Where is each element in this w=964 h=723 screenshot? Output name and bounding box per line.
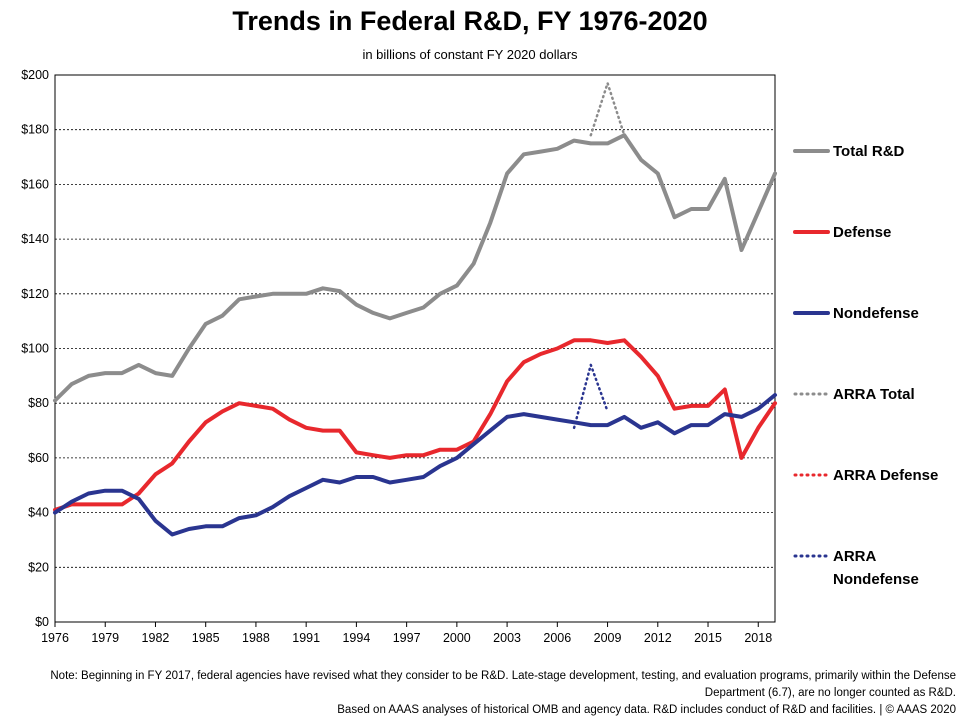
y-tick-label: $20 xyxy=(28,560,49,574)
x-tick-label: 1988 xyxy=(242,631,270,645)
series-line-defense xyxy=(53,338,777,512)
plot-border xyxy=(54,74,776,623)
footnote-source: Based on AAAS analyses of historical OMB… xyxy=(337,704,956,716)
legend-label-arra-total: ARRA Total xyxy=(833,386,915,403)
series-line-arra-nondefense xyxy=(572,363,609,430)
y-tick-label: $40 xyxy=(28,506,49,520)
x-tick-label: 1976 xyxy=(41,631,69,645)
line-chart: $0 $20 $40 $60 $80 $100 $120 $140 $160 $180 $200 19… xyxy=(21,68,938,645)
x-tick-label: 2015 xyxy=(694,631,722,645)
y-tick-label: $160 xyxy=(21,177,49,191)
chart-subtitle: in billions of constant FY 2020 dollars xyxy=(362,47,578,62)
y-tick-label: $60 xyxy=(28,451,49,465)
series-line-total-r-d xyxy=(53,133,777,403)
legend: Total R&D Defense Nondefense ARRA Total ARRA… xyxy=(793,143,938,588)
x-tick-label: 1997 xyxy=(393,631,421,645)
y-tick-label: $120 xyxy=(21,287,49,301)
x-tick-label: 2000 xyxy=(443,631,471,645)
grid-lines xyxy=(55,74,775,568)
series-line-arra-total xyxy=(589,81,626,137)
series-line-nondefense xyxy=(53,393,777,537)
x-tick-label: 2009 xyxy=(594,631,622,645)
legend-label-arra-defense: ARRA Defense xyxy=(833,467,938,484)
x-tick-label: 1994 xyxy=(342,631,370,645)
axes: $0 $20 $40 $60 $80 $100 $120 $140 $160 $180 $200 19… xyxy=(21,68,776,645)
y-tick-label: $0 xyxy=(35,615,49,629)
legend-label-arra-nondefense: ARRA xyxy=(833,548,876,565)
y-tick-label: $140 xyxy=(21,232,49,246)
series-lines xyxy=(53,81,777,537)
footnote-revision: Note: Beginning in FY 2017, federal agen… xyxy=(50,670,956,699)
y-tick-label: $200 xyxy=(21,68,49,82)
x-tick-label: 2018 xyxy=(744,631,772,645)
y-tick-label: $100 xyxy=(21,342,49,356)
x-tick-label: 2003 xyxy=(493,631,521,645)
x-tick-label: 1982 xyxy=(142,631,170,645)
y-tick-label: $180 xyxy=(21,123,49,137)
y-tick-label: $80 xyxy=(28,396,49,410)
chart-title: Trends in Federal R&D, FY 1976-2020 xyxy=(232,6,708,36)
legend-label-total-r-d: Total R&D xyxy=(833,143,905,160)
x-tick-label: 1991 xyxy=(292,631,320,645)
x-tick-label: 1985 xyxy=(192,631,220,645)
x-tick-label: 2012 xyxy=(644,631,672,645)
x-tick-label: 2006 xyxy=(543,631,571,645)
x-tick-label: 1979 xyxy=(91,631,119,645)
legend-label-defense: Defense xyxy=(833,224,891,241)
legend-label-nondefense: Nondefense xyxy=(833,305,919,322)
legend-label-arra-nondefense-line2: Nondefense xyxy=(833,571,919,588)
